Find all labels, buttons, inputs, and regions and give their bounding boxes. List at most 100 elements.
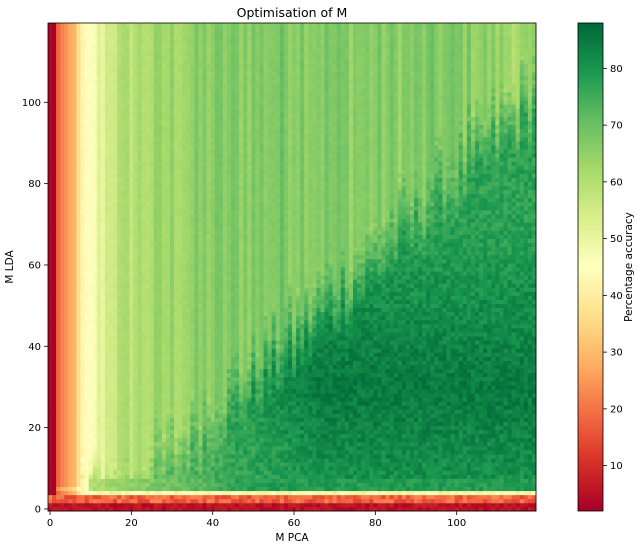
- heatmap-cell: [141, 291, 146, 296]
- heatmap-cell: [100, 474, 106, 479]
- heatmap-cell: [52, 120, 57, 126]
- heatmap-cell: [64, 295, 69, 300]
- heatmap-cell: [210, 291, 216, 296]
- heatmap-cell: [161, 413, 167, 418]
- heatmap-cell: [137, 287, 142, 292]
- heatmap-cell: [186, 494, 191, 500]
- heatmap-cell: [178, 474, 183, 479]
- heatmap-cell: [104, 214, 110, 219]
- heatmap-cell: [198, 319, 203, 325]
- heatmap-cell: [117, 474, 122, 479]
- heatmap-cell: [194, 67, 199, 73]
- heatmap-cell: [170, 303, 175, 309]
- heatmap-cell: [109, 161, 114, 166]
- heatmap-cell: [56, 242, 61, 248]
- heatmap-cell: [149, 222, 155, 227]
- heatmap-cell: [121, 140, 126, 146]
- heatmap-cell: [210, 332, 216, 337]
- heatmap-cell: [100, 478, 106, 483]
- heatmap-cell: [149, 84, 155, 89]
- heatmap-cell: [104, 145, 110, 150]
- heatmap-cell: [92, 433, 98, 439]
- heatmap-cell: [206, 376, 212, 382]
- heatmap-cell: [84, 169, 90, 174]
- heatmap-cell: [202, 332, 207, 337]
- heatmap-cell: [202, 250, 207, 256]
- heatmap-cell: [170, 486, 175, 492]
- heatmap-cell: [88, 63, 94, 69]
- heatmap-cell: [157, 368, 163, 374]
- heatmap-cell: [141, 153, 146, 158]
- heatmap-cell: [60, 27, 65, 32]
- heatmap-cell: [206, 486, 212, 492]
- heatmap-cell: [72, 254, 77, 260]
- heatmap-cell: [104, 165, 110, 170]
- heatmap-cell: [60, 397, 65, 402]
- heatmap-cell: [100, 75, 106, 81]
- heatmap-cell: [113, 120, 118, 126]
- heatmap-cell: [92, 88, 98, 93]
- heatmap-cell: [121, 421, 126, 426]
- heatmap-cell: [84, 474, 90, 479]
- heatmap-cell: [48, 27, 53, 32]
- heatmap-cell: [60, 376, 65, 382]
- heatmap-cell: [84, 210, 90, 215]
- heatmap-cell: [182, 254, 187, 260]
- heatmap-cell: [161, 84, 167, 89]
- heatmap-cell: [161, 71, 167, 77]
- heatmap-cell: [96, 433, 102, 439]
- heatmap-cell: [186, 437, 191, 443]
- heatmap-cell: [206, 360, 212, 365]
- heatmap-cell: [96, 140, 102, 146]
- heatmap-cell: [202, 43, 207, 48]
- heatmap-cell: [210, 413, 216, 418]
- heatmap-cell: [174, 389, 179, 394]
- heatmap-cell: [202, 307, 207, 313]
- heatmap-cell: [80, 132, 85, 138]
- heatmap-cell: [161, 242, 167, 248]
- heatmap-cell: [214, 283, 220, 288]
- heatmap-cell: [100, 157, 106, 162]
- heatmap-cell: [60, 478, 65, 483]
- heatmap-cell: [170, 230, 175, 235]
- heatmap-cell: [113, 474, 118, 479]
- heatmap-cell: [68, 206, 73, 211]
- heatmap-cell: [214, 332, 220, 337]
- heatmap-cell: [186, 197, 191, 203]
- heatmap-cell: [125, 43, 130, 48]
- heatmap-cell: [52, 323, 57, 329]
- heatmap-cell: [129, 226, 134, 231]
- heatmap-cell: [141, 242, 146, 248]
- heatmap-cell: [165, 401, 171, 406]
- heatmap-cell: [76, 120, 81, 126]
- heatmap-cell: [149, 55, 155, 60]
- heatmap-cell: [60, 271, 65, 276]
- heatmap-cell: [104, 413, 110, 418]
- heatmap-cell: [206, 482, 212, 487]
- heatmap-cell: [186, 206, 191, 211]
- heatmap-cell: [153, 128, 159, 134]
- heatmap-cell: [170, 498, 175, 504]
- heatmap-cell: [202, 393, 207, 398]
- heatmap-cell: [129, 287, 134, 292]
- heatmap-cell: [68, 401, 73, 406]
- heatmap-cell: [182, 470, 187, 475]
- heatmap-cell: [60, 429, 65, 435]
- heatmap-cell: [88, 506, 94, 512]
- heatmap-cell: [68, 380, 73, 386]
- heatmap-cell: [88, 197, 94, 203]
- heatmap-cell: [178, 344, 183, 349]
- heatmap-cell: [64, 360, 69, 365]
- heatmap-cell: [141, 466, 146, 471]
- heatmap-cell: [186, 43, 191, 48]
- heatmap-cell: [141, 356, 146, 361]
- heatmap-cell: [113, 173, 118, 178]
- heatmap-cell: [68, 238, 73, 243]
- heatmap-cell: [182, 128, 187, 134]
- heatmap-cell: [84, 470, 90, 475]
- heatmap-cell: [174, 55, 179, 60]
- heatmap-cell: [190, 389, 195, 394]
- heatmap-cell: [48, 79, 53, 85]
- heatmap-cell: [52, 279, 57, 284]
- heatmap-cell: [52, 474, 57, 479]
